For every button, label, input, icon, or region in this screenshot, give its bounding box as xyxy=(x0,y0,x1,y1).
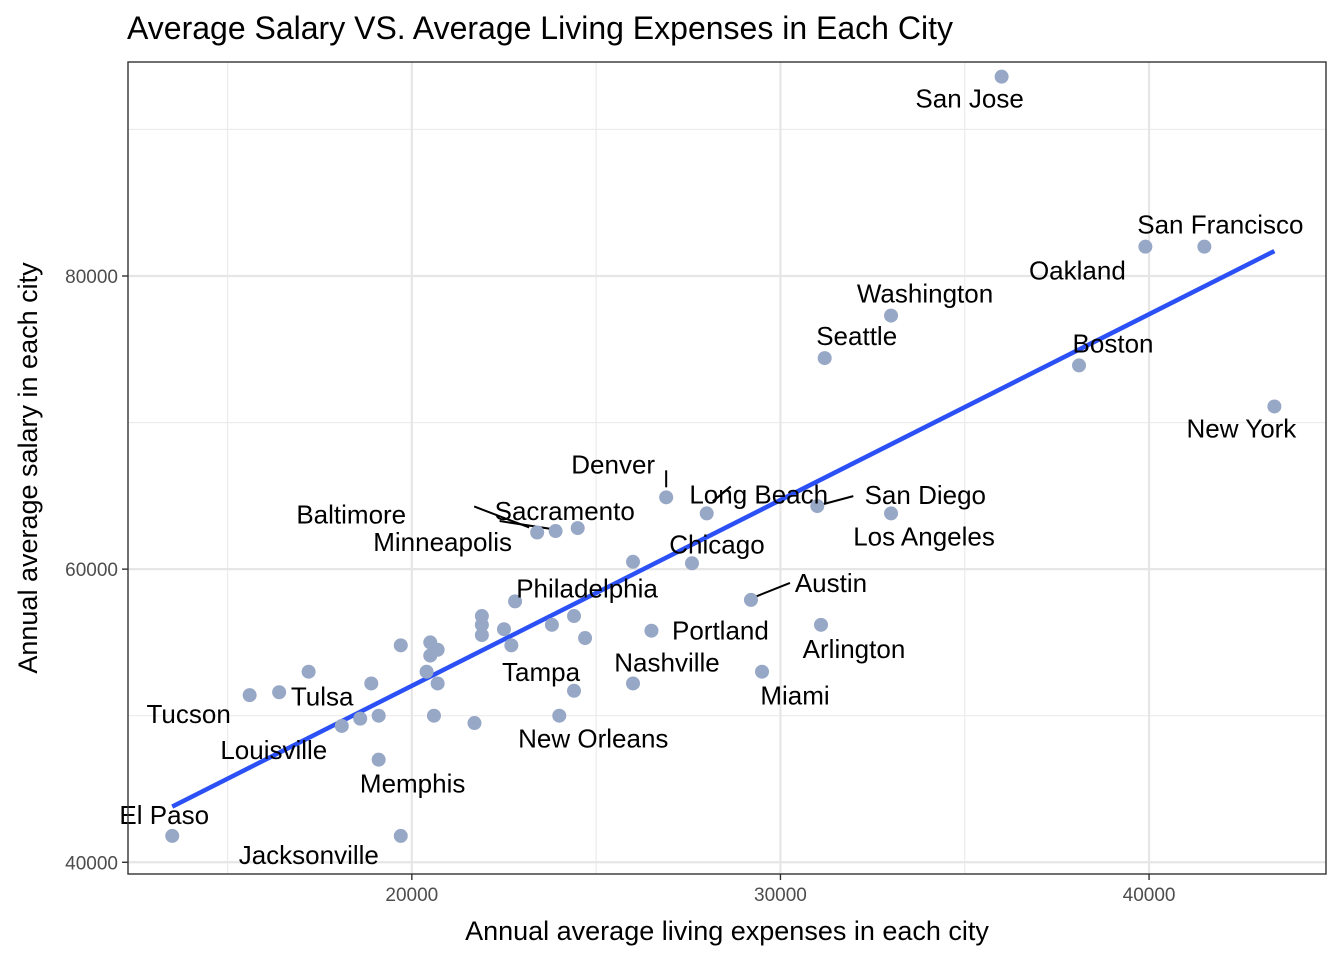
chart-title: Average Salary VS. Average Living Expens… xyxy=(127,10,953,46)
data-point xyxy=(813,617,828,632)
label-connector xyxy=(499,520,552,531)
point-label: Long Beach xyxy=(689,479,828,509)
point-label: Denver xyxy=(571,449,655,479)
label-connector xyxy=(754,581,791,598)
data-point xyxy=(508,594,523,609)
plot-panel-border xyxy=(127,61,1327,875)
point-label: Jacksonville xyxy=(239,840,379,870)
point-label: Austin xyxy=(795,568,867,598)
label-connector xyxy=(823,495,854,506)
data-point xyxy=(430,676,445,691)
data-point xyxy=(994,69,1009,84)
label-connector xyxy=(712,485,732,503)
point-label: New Orleans xyxy=(518,724,668,754)
y-tick-label: 80000 xyxy=(65,267,118,288)
data-point xyxy=(272,685,287,700)
point-label: Washington xyxy=(857,279,993,309)
data-point xyxy=(743,592,758,607)
data-point xyxy=(393,828,408,843)
data-point xyxy=(419,664,434,679)
point-label: Portland xyxy=(672,616,769,646)
point-label: San Jose xyxy=(915,84,1023,114)
data-point xyxy=(884,308,899,323)
data-point xyxy=(426,708,441,723)
data-point xyxy=(567,609,582,624)
y-axis-title: Annual average salary in each city xyxy=(13,262,43,674)
data-point xyxy=(474,617,489,632)
point-label: Sacramento xyxy=(495,496,635,526)
data-point xyxy=(567,683,582,698)
data-point xyxy=(467,716,482,731)
point-label: Philadelphia xyxy=(516,573,658,603)
data-point xyxy=(334,718,349,733)
data-point xyxy=(810,499,825,514)
data-point xyxy=(371,752,386,767)
point-label: Baltimore xyxy=(296,499,406,529)
data-point xyxy=(1138,239,1153,254)
x-axis: 20000 30000 40000 xyxy=(385,874,1175,906)
point-label: Louisville xyxy=(220,735,327,765)
data-point xyxy=(684,556,699,571)
point-label: Boston xyxy=(1073,328,1154,358)
minor-grid xyxy=(128,62,1326,874)
data-point xyxy=(626,676,641,691)
point-label: San Diego xyxy=(865,480,986,510)
data-point xyxy=(548,524,563,539)
data-point xyxy=(578,631,593,646)
point-labels-layer: San Jose Oakland San Francisco Washington Se… xyxy=(119,84,1303,870)
data-point xyxy=(301,664,316,679)
data-point xyxy=(393,638,408,653)
data-point xyxy=(504,638,519,653)
point-label: Miami xyxy=(760,681,829,711)
data-point xyxy=(755,664,770,679)
data-point xyxy=(699,506,714,521)
label-connector-layer xyxy=(473,470,854,598)
data-point xyxy=(884,506,899,521)
data-point xyxy=(496,622,511,637)
y-tick-label: 40000 xyxy=(65,853,118,874)
data-point xyxy=(1197,239,1212,254)
data-point xyxy=(530,525,545,540)
data-point xyxy=(371,708,386,723)
data-point xyxy=(242,688,257,703)
data-point xyxy=(353,711,368,726)
major-grid xyxy=(128,62,1326,874)
x-tick-label: 30000 xyxy=(754,885,807,906)
point-label: Arlington xyxy=(803,634,906,664)
data-point xyxy=(1267,399,1282,414)
point-label: Tampa xyxy=(502,657,581,687)
data-point xyxy=(552,708,567,723)
point-label: Nashville xyxy=(614,647,720,677)
point-label: Tucson xyxy=(146,699,230,729)
x-axis-title: Annual average living expenses in each c… xyxy=(465,916,989,946)
point-label: Seattle xyxy=(816,321,897,351)
point-label: El Paso xyxy=(119,800,209,830)
x-tick-label: 20000 xyxy=(385,885,438,906)
point-label: San Francisco xyxy=(1137,210,1303,240)
data-point xyxy=(570,521,585,536)
data-point xyxy=(626,554,641,569)
point-label: New York xyxy=(1186,413,1297,443)
point-label: Memphis xyxy=(360,769,465,799)
data-point xyxy=(423,648,438,663)
point-label: Chicago xyxy=(669,529,764,559)
data-point xyxy=(474,628,489,643)
y-axis: 40000 60000 80000 xyxy=(65,267,128,874)
data-point xyxy=(817,351,832,366)
y-tick-label: 60000 xyxy=(65,560,118,581)
data-point xyxy=(1072,358,1087,373)
data-point xyxy=(364,676,379,691)
data-point xyxy=(165,828,180,843)
points-layer xyxy=(165,69,1282,843)
data-point xyxy=(544,617,559,632)
data-point xyxy=(644,623,659,638)
data-point xyxy=(659,490,674,505)
point-label: Los Angeles xyxy=(853,521,995,551)
x-tick-label: 40000 xyxy=(1123,885,1176,906)
point-label: Minneapolis xyxy=(373,527,512,557)
point-label: Tulsa xyxy=(291,681,354,711)
point-label: Oakland xyxy=(1029,256,1126,286)
